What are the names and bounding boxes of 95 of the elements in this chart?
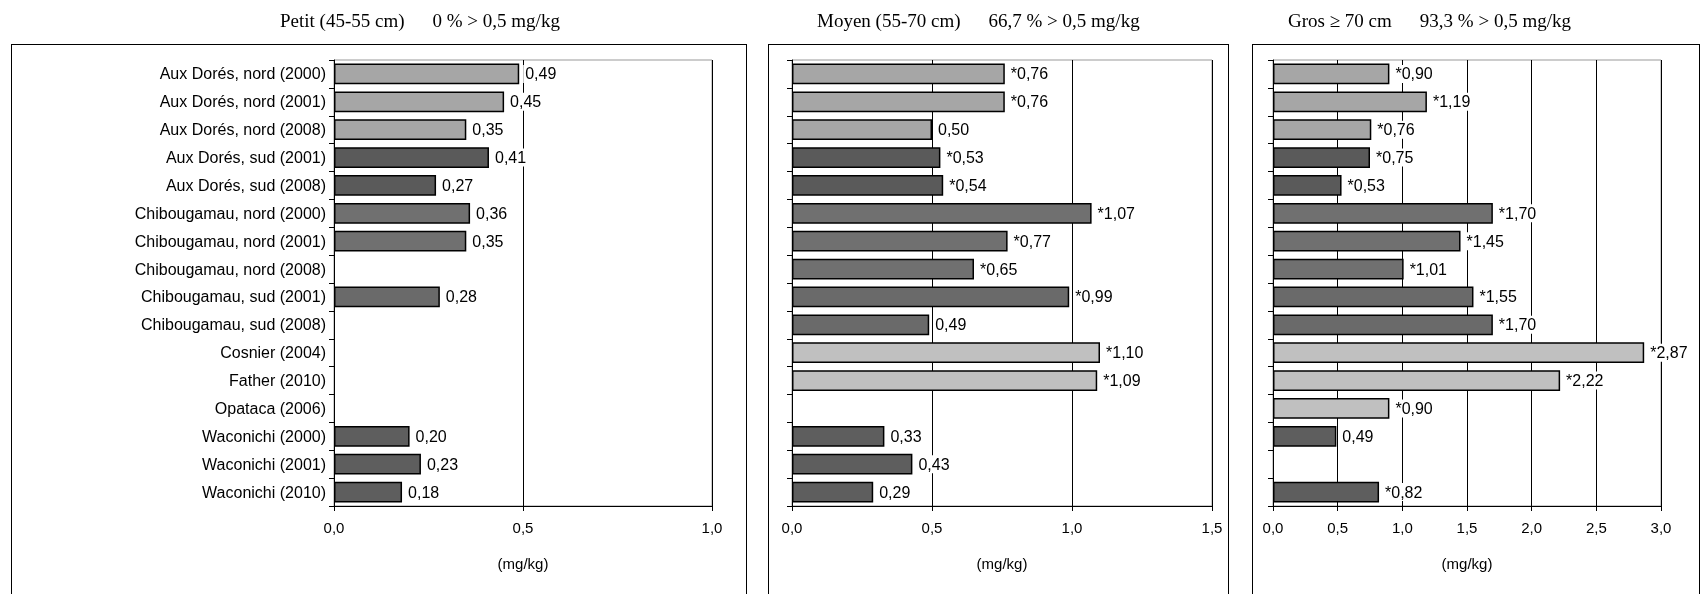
y-tick-label: Chibougamau, nord (2008)	[134, 260, 326, 278]
y-tick-label: Aux Dorés, nord (2008)	[159, 121, 326, 139]
x-tick-label: 0,5	[512, 519, 534, 536]
data-label: *1,07	[1097, 204, 1136, 222]
x-axis-title: (mg/kg)	[1441, 555, 1493, 572]
x-axis-title: (mg/kg)	[497, 555, 549, 572]
data-label: 0,20	[415, 427, 447, 445]
bar	[792, 453, 913, 475]
x-tick-label: 0,0	[1262, 519, 1284, 536]
x-tick-label: 3,0	[1650, 519, 1672, 536]
data-label: 0,18	[408, 483, 440, 501]
x-tick-label: 1,0	[1391, 519, 1413, 536]
bar	[334, 203, 471, 224]
data-label: *0,76	[1377, 121, 1415, 139]
data-label: 0,35	[472, 232, 504, 250]
x-tick-label: 2,0	[1521, 519, 1543, 536]
y-tick-label: Aux Dorés, sud (2001)	[165, 149, 326, 167]
chart-title: Petit (45-55 cm)	[280, 10, 405, 32]
x-tick-label: 1,0	[1061, 519, 1083, 536]
data-label: *1,01	[1409, 260, 1448, 278]
data-label: 0,50	[938, 121, 970, 139]
data-label: *0,99	[1075, 288, 1113, 306]
x-tick-label: 1,0	[701, 519, 723, 536]
bar	[792, 314, 930, 336]
y-tick-label: Father (2010)	[229, 372, 326, 390]
data-label: *1,70	[1498, 204, 1537, 222]
data-label: *0,53	[946, 149, 984, 167]
data-label: 0,35	[472, 121, 504, 139]
data-label: 0,41	[494, 149, 527, 167]
x-tick-label: 0,5	[921, 519, 943, 536]
chart-title: Moyen (55-70 cm)	[817, 10, 961, 32]
data-label: 0,43	[918, 455, 950, 473]
data-label: *0,76	[1010, 93, 1049, 111]
data-label: *0,54	[949, 176, 987, 194]
chart-title: Gros ≥ 70 cm	[1288, 10, 1392, 32]
y-tick-label: Waconichi (2000)	[202, 427, 326, 445]
y-tick-label: Chibougamau, nord (2001)	[134, 232, 326, 250]
data-label: 0,36	[476, 204, 508, 222]
data-label: *1,10	[1106, 344, 1144, 362]
chart-subtitle: 93,3 % > 0,5 mg/kg	[1419, 10, 1571, 32]
data-label: *0,65	[980, 260, 1018, 278]
data-label: 0,45	[510, 93, 542, 111]
y-tick-label: Chibougamau, nord (2000)	[134, 204, 326, 222]
y-tick-label: Chibougamau, sud (2008)	[140, 316, 326, 334]
chart-subtitle: 0 % > 0,5 mg/kg	[432, 10, 560, 32]
bar	[334, 91, 505, 113]
data-label: *1,70	[1498, 316, 1537, 334]
data-label: 0,27	[442, 176, 474, 194]
data-label: *0,75	[1376, 149, 1414, 167]
data-label: *0,77	[1013, 232, 1052, 250]
data-label: *1,09	[1103, 372, 1141, 390]
y-tick-label: Chibougamau, sud (2001)	[140, 288, 326, 306]
x-tick-label: 1,5	[1456, 519, 1478, 536]
data-label: *0,76	[1010, 65, 1049, 83]
chart-subtitle: 66,7 % > 0,5 mg/kg	[988, 10, 1140, 32]
bar	[334, 119, 467, 140]
y-tick-label: Aux Dorés, sud (2008)	[165, 176, 326, 194]
data-label: 0,29	[879, 483, 911, 501]
data-label: *2,87	[1650, 344, 1688, 362]
bar	[334, 175, 437, 196]
data-label: 0,23	[426, 455, 459, 473]
x-tick-label: 0,0	[781, 519, 803, 536]
y-tick-label: Waconichi (2010)	[202, 483, 326, 501]
data-label: *1,19	[1432, 93, 1471, 111]
bar	[792, 481, 874, 503]
data-label: *1,55	[1479, 288, 1517, 306]
data-label: *1,45	[1466, 232, 1504, 250]
bar	[334, 426, 410, 447]
data-label: *0,90	[1395, 65, 1433, 83]
y-tick-label: Waconichi (2001)	[202, 455, 326, 473]
y-tick-label: Aux Dorés, nord (2001)	[159, 93, 326, 111]
data-label: 0,49	[1342, 427, 1374, 445]
x-tick-label: 2,5	[1585, 519, 1607, 536]
data-label: *2,22	[1566, 372, 1604, 390]
y-tick-label: Opataca (2006)	[214, 399, 326, 417]
x-tick-label: 0,0	[323, 519, 345, 536]
bar	[334, 230, 467, 252]
x-axis-title: (mg/kg)	[976, 555, 1028, 572]
data-label: *0,82	[1385, 483, 1423, 501]
y-tick-label: Cosnier (2004)	[220, 344, 326, 362]
data-label: 0,28	[445, 288, 478, 306]
bar	[334, 453, 421, 475]
x-tick-label: 1,5	[1201, 519, 1223, 536]
bar	[334, 286, 440, 308]
data-label: 0,49	[525, 65, 557, 83]
bar	[334, 481, 403, 503]
bar	[792, 426, 885, 447]
data-label: *0,90	[1395, 399, 1433, 417]
y-tick-label: Aux Dorés, nord (2000)	[159, 65, 326, 83]
data-label: 0,49	[935, 316, 967, 334]
data-label: 0,33	[890, 427, 922, 445]
bar	[334, 63, 520, 85]
bar	[334, 147, 489, 168]
x-tick-label: 0,5	[1327, 519, 1349, 536]
data-label: *0,53	[1347, 176, 1386, 194]
